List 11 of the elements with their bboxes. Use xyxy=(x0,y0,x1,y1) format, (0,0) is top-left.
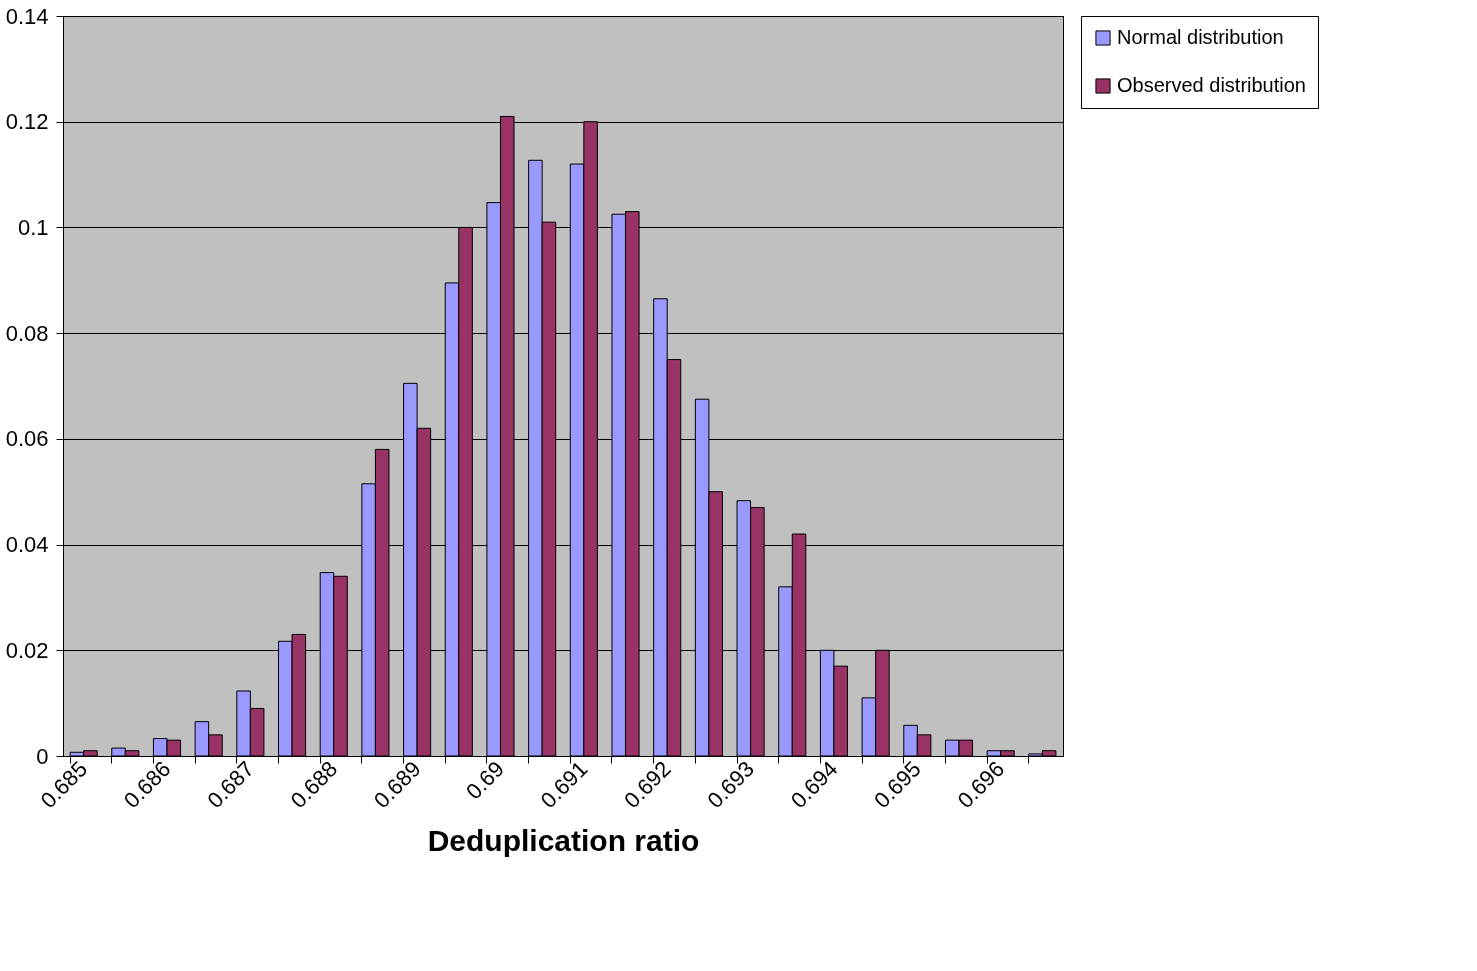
y-tick-label: 0.1 xyxy=(17,214,49,240)
y-tick-label: 0.14 xyxy=(5,3,49,29)
y-tick-label: 0.04 xyxy=(5,532,49,558)
y-tick-label: 0.08 xyxy=(5,320,49,346)
legend-label: Normal distribution xyxy=(1117,26,1284,48)
y-tick-label: 0.06 xyxy=(5,426,49,452)
x-tick-label: 0.69 xyxy=(461,756,509,805)
y-tick-label: 0.02 xyxy=(5,637,49,663)
y-tick-label: 0.12 xyxy=(5,109,49,135)
x-axis-title: Deduplication ratio xyxy=(427,824,700,858)
legend-label: Observed distribution xyxy=(1117,74,1306,96)
